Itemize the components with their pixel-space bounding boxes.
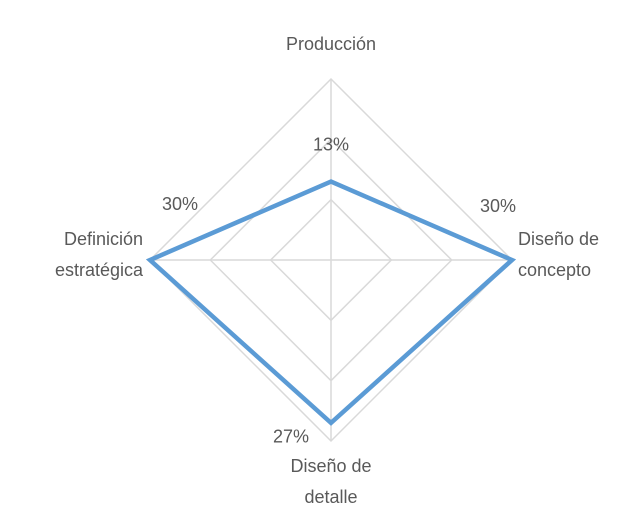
category-label: Definición: [64, 229, 143, 249]
category-label: estratégica: [55, 260, 144, 280]
data-label: 30%: [162, 194, 198, 214]
category-label: concepto: [518, 260, 591, 280]
data-label: 13%: [313, 134, 349, 154]
category-label: Diseño de: [290, 456, 371, 476]
category-label: Diseño de: [518, 229, 599, 249]
category-label: Producción: [286, 34, 376, 54]
series-line: [145, 179, 517, 426]
data-label: 27%: [273, 427, 309, 447]
category-label: detalle: [304, 487, 357, 507]
data-label: 30%: [480, 196, 516, 216]
